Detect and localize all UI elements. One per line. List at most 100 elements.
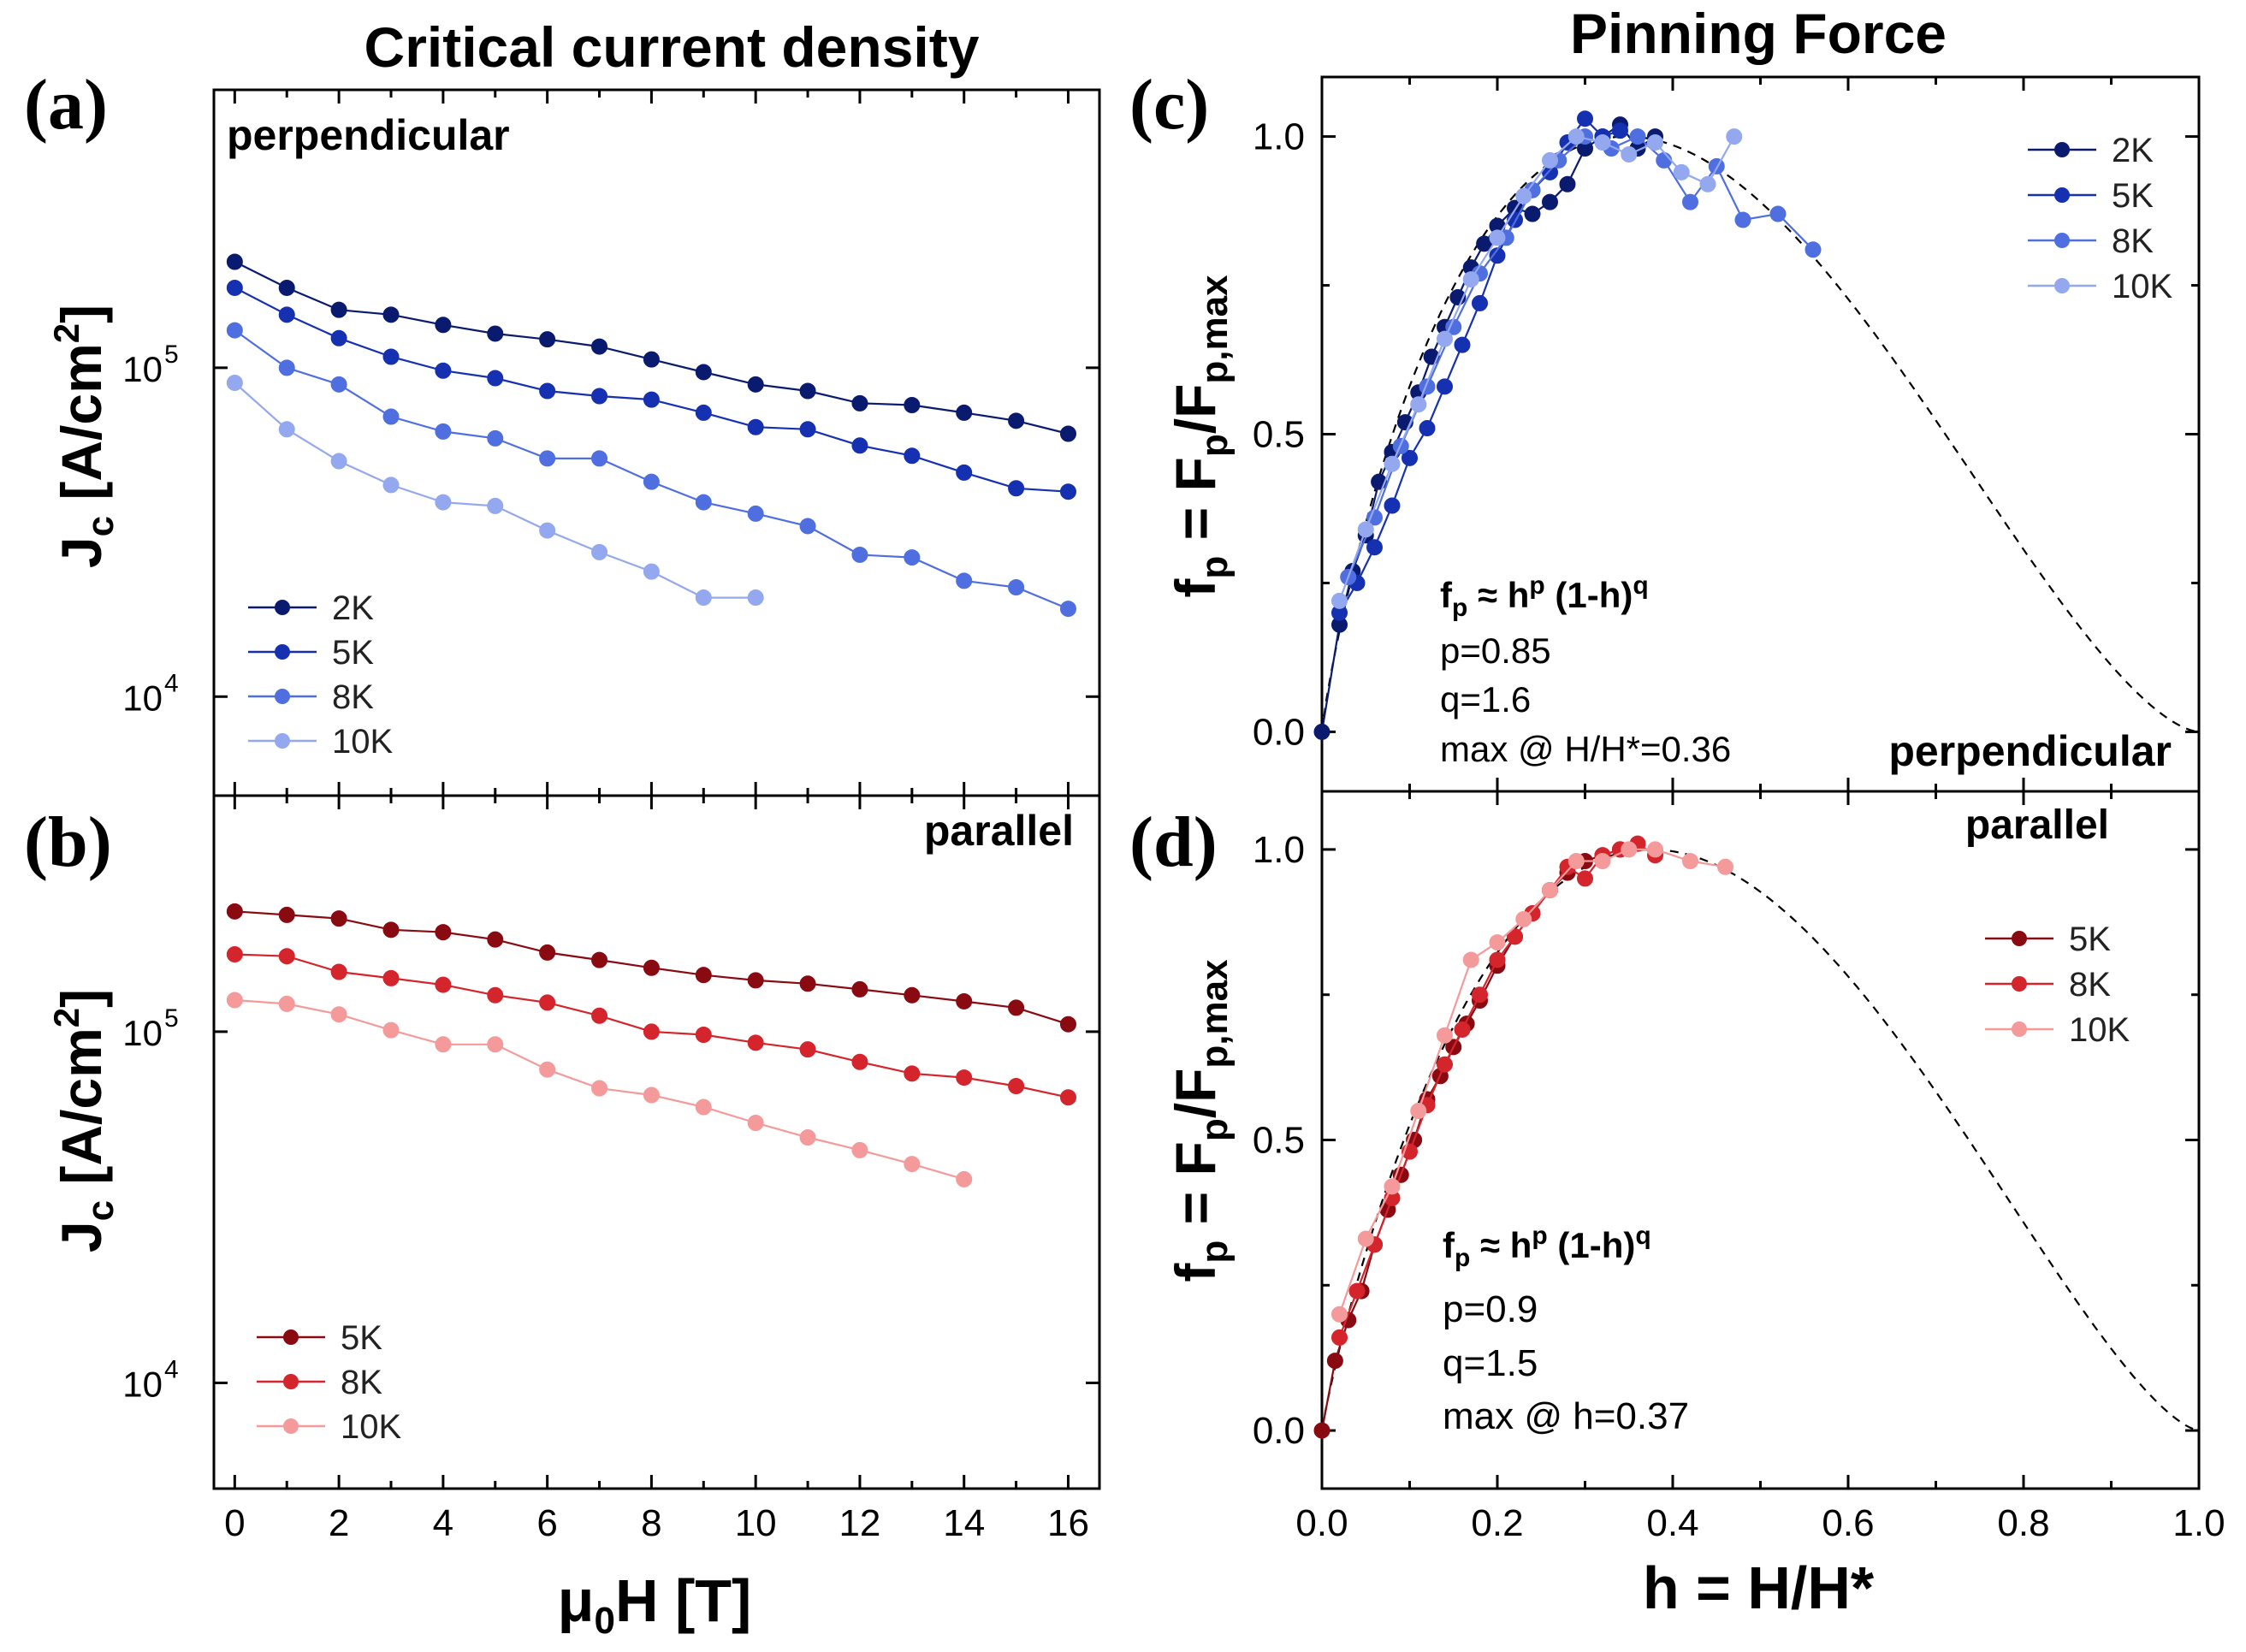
data-point-a-2K <box>330 301 347 318</box>
data-point-b-5K <box>799 975 816 992</box>
data-point-c-10K <box>1489 229 1506 246</box>
data-point-c-8K <box>1805 241 1822 258</box>
data-point-d-10K <box>1717 858 1733 875</box>
data-point-c-10K <box>1673 163 1690 181</box>
series-a-2K <box>226 253 1076 442</box>
data-point-b-8K <box>643 1023 660 1040</box>
data-point-a-10K <box>226 374 243 391</box>
data-point-a-10K <box>487 497 504 514</box>
data-point-d-10K <box>1489 934 1506 951</box>
data-point-c-10K <box>1699 175 1716 192</box>
data-point-d-10K <box>1384 1178 1401 1195</box>
data-point-a-2K <box>278 279 295 296</box>
data-point-a-10K <box>643 563 660 580</box>
legend-label-b-8K: 8K <box>341 1364 382 1401</box>
data-point-a-10K <box>591 543 608 560</box>
xtick-label-d: 0.0 <box>1295 1502 1348 1544</box>
legend-marker-b-8K <box>283 1374 299 1389</box>
legend-marker-b-5K <box>283 1329 299 1345</box>
data-point-b-5K <box>851 980 868 998</box>
data-point-a-2K <box>643 351 660 368</box>
data-point-b-10K <box>382 1021 400 1039</box>
legend-label-b-5K: 5K <box>341 1319 382 1357</box>
series-d-10K <box>1331 841 1733 1323</box>
data-point-b-10K <box>435 1036 452 1053</box>
legend-label-a-10K: 10K <box>332 723 393 761</box>
data-point-d-5K <box>1326 1353 1343 1370</box>
data-point-c-5K <box>1612 122 1628 139</box>
data-point-d-10K <box>1410 1103 1427 1120</box>
data-point-c-2K <box>1313 723 1330 740</box>
data-point-b-8K <box>956 1069 973 1087</box>
data-point-d-10K <box>1647 841 1663 858</box>
data-point-a-10K <box>278 421 295 438</box>
orientation-label-a: perpendicular <box>227 111 510 159</box>
data-point-b-5K <box>695 967 712 984</box>
xlabel-b: μ0H [T] <box>558 1567 752 1642</box>
data-point-b-5K <box>226 903 243 920</box>
legend-label-a-2K: 2K <box>332 589 374 627</box>
series-line-c-8K <box>1347 135 1814 577</box>
data-point-a-5K <box>904 447 921 465</box>
data-point-a-5K <box>747 418 764 435</box>
data-point-a-2K <box>382 306 400 323</box>
data-point-a-5K <box>278 306 295 323</box>
data-point-b-5K <box>1059 1015 1076 1033</box>
legend-c: 2K 5K 8K 10K <box>2028 132 2172 305</box>
xtick-label-b: 14 <box>943 1502 985 1544</box>
data-point-a-2K <box>695 364 712 381</box>
data-point-a-2K <box>591 338 608 355</box>
legend-label-d-8K: 8K <box>2069 966 2111 1004</box>
data-point-c-8K <box>1769 205 1787 222</box>
ylabel-a: Jc [A/cm2] <box>46 305 121 568</box>
data-point-c-10K <box>1437 330 1453 347</box>
data-point-c-5K <box>1366 539 1383 556</box>
data-point-a-2K <box>956 404 973 421</box>
xtick-label-d: 0.4 <box>1646 1502 1698 1544</box>
data-point-a-5K <box>539 382 556 400</box>
data-point-b-10K <box>695 1098 712 1116</box>
data-point-b-10K <box>851 1141 868 1158</box>
data-point-b-5K <box>382 921 400 939</box>
data-point-c-5K <box>1489 247 1506 264</box>
data-point-a-2K <box>799 382 816 400</box>
orientation-label-b: parallel <box>924 807 1074 855</box>
data-point-a-8K <box>851 546 868 563</box>
panel-label-b: (b) <box>24 802 112 882</box>
data-point-a-5K <box>956 464 973 481</box>
data-point-b-5K <box>1008 999 1025 1016</box>
data-point-a-10K <box>382 477 400 494</box>
data-point-a-8K <box>278 359 295 376</box>
xtick-label-d: 1.0 <box>2172 1502 2225 1544</box>
fit-formula-c: fp ≈ hp (1-h)q <box>1440 571 1649 622</box>
fit-param-max-d: max @ h=0.37 <box>1443 1395 1689 1437</box>
data-point-c-10K <box>1726 128 1743 145</box>
panel-label-c: (c) <box>1129 65 1209 145</box>
fit-param-p-c: p=0.85 <box>1440 631 1551 671</box>
ytick-label-b: 10 <box>122 1364 163 1404</box>
data-point-b-10K <box>747 1114 764 1131</box>
data-point-d-8K <box>1507 928 1523 945</box>
data-point-d-8K <box>1454 1021 1471 1038</box>
data-point-a-10K <box>539 522 556 539</box>
data-point-b-10K <box>330 1006 347 1023</box>
data-point-a-2K <box>435 317 452 334</box>
series-a-5K <box>226 279 1076 500</box>
ytick-label-b: 10 <box>122 1013 163 1053</box>
data-point-a-8K <box>435 423 452 440</box>
ytick-label-a: 10 <box>122 678 163 718</box>
series-line-a-5K <box>234 287 1069 493</box>
ytick-label-c: 1.0 <box>1253 116 1305 158</box>
fit-param-p-d: p=0.9 <box>1443 1288 1538 1330</box>
data-point-c-8K <box>1708 157 1725 175</box>
plot-frame-b <box>212 794 1101 1490</box>
data-point-a-8K <box>591 450 608 467</box>
data-point-c-10K <box>1542 151 1558 169</box>
xtick-label-b: 8 <box>641 1502 661 1544</box>
legend-label-b-10K: 10K <box>341 1408 401 1446</box>
data-point-c-8K <box>1656 151 1673 169</box>
data-point-a-8K <box>539 450 556 467</box>
ylabel-c: fp = Fp/Fp,max <box>1164 275 1236 598</box>
data-point-a-8K <box>330 376 347 393</box>
xtick-label-b: 0 <box>224 1502 245 1544</box>
